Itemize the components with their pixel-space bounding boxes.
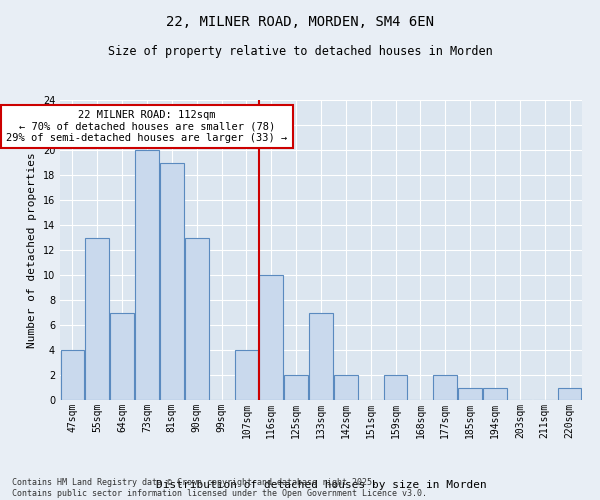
X-axis label: Distribution of detached houses by size in Morden: Distribution of detached houses by size … [155,480,487,490]
Text: Contains HM Land Registry data © Crown copyright and database right 2025.
Contai: Contains HM Land Registry data © Crown c… [12,478,427,498]
Bar [309,312,333,400]
Bar [284,375,308,400]
Bar [235,350,258,400]
Bar [160,162,184,400]
Text: 22, MILNER ROAD, MORDEN, SM4 6EN: 22, MILNER ROAD, MORDEN, SM4 6EN [166,15,434,29]
Bar [384,375,407,400]
Bar [259,275,283,400]
Bar [458,388,482,400]
Bar [135,150,159,400]
Bar [558,388,581,400]
Bar [61,350,84,400]
Text: Size of property relative to detached houses in Morden: Size of property relative to detached ho… [107,45,493,58]
Bar [483,388,507,400]
Bar [110,312,134,400]
Bar [433,375,457,400]
Text: 22 MILNER ROAD: 112sqm
← 70% of detached houses are smaller (78)
29% of semi-det: 22 MILNER ROAD: 112sqm ← 70% of detached… [7,110,287,143]
Bar [185,238,209,400]
Bar [334,375,358,400]
Y-axis label: Number of detached properties: Number of detached properties [27,152,37,348]
Bar [85,238,109,400]
